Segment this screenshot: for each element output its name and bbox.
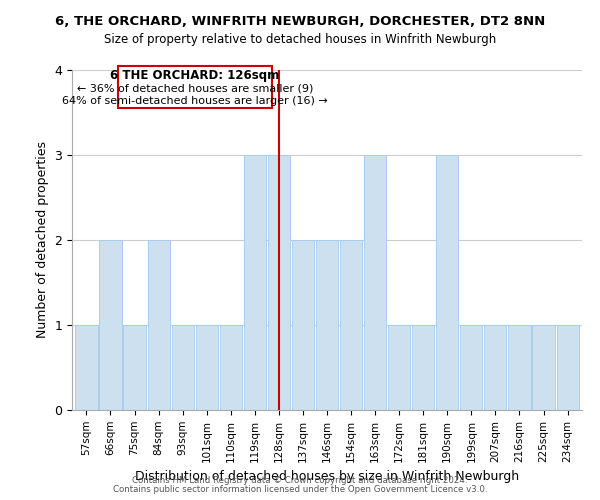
Bar [148,240,170,410]
Bar [412,325,434,410]
Text: Size of property relative to detached houses in Winfrith Newburgh: Size of property relative to detached ho… [104,32,496,46]
FancyBboxPatch shape [118,66,272,108]
Bar [100,240,122,410]
Text: Contains HM Land Registry data © Crown copyright and database right 2024.: Contains HM Land Registry data © Crown c… [132,476,468,485]
Bar [292,240,314,410]
Bar [532,325,554,410]
Bar [124,325,146,410]
Text: 6 THE ORCHARD: 126sqm: 6 THE ORCHARD: 126sqm [110,70,280,82]
Bar [508,325,530,410]
Bar [76,325,98,410]
Bar [244,155,266,410]
Bar [340,240,362,410]
Bar [484,325,506,410]
Bar [436,155,458,410]
Bar [220,325,242,410]
Bar [268,155,290,410]
Text: 6, THE ORCHARD, WINFRITH NEWBURGH, DORCHESTER, DT2 8NN: 6, THE ORCHARD, WINFRITH NEWBURGH, DORCH… [55,15,545,28]
Bar [460,325,482,410]
Y-axis label: Number of detached properties: Number of detached properties [36,142,49,338]
X-axis label: Distribution of detached houses by size in Winfrith Newburgh: Distribution of detached houses by size … [135,470,519,483]
Bar [196,325,218,410]
Bar [388,325,410,410]
Text: Contains public sector information licensed under the Open Government Licence v3: Contains public sector information licen… [113,484,487,494]
Text: ← 36% of detached houses are smaller (9): ← 36% of detached houses are smaller (9) [77,84,313,94]
Bar [557,325,578,410]
Bar [364,155,386,410]
Bar [172,325,194,410]
Text: 64% of semi-detached houses are larger (16) →: 64% of semi-detached houses are larger (… [62,96,328,106]
Bar [316,240,338,410]
